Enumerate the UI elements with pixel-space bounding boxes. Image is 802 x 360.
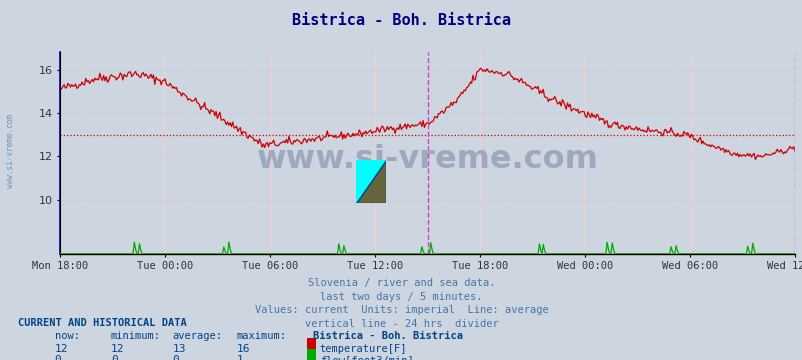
Text: 0: 0 xyxy=(172,355,179,360)
Text: last two days / 5 minutes.: last two days / 5 minutes. xyxy=(320,292,482,302)
Text: Bistrica - Boh. Bistrica: Bistrica - Boh. Bistrica xyxy=(313,331,463,341)
Text: www.si-vreme.com: www.si-vreme.com xyxy=(257,144,597,175)
Text: www.si-vreme.com: www.si-vreme.com xyxy=(6,114,15,188)
Text: Slovenia / river and sea data.: Slovenia / river and sea data. xyxy=(307,278,495,288)
Text: vertical line - 24 hrs  divider: vertical line - 24 hrs divider xyxy=(304,319,498,329)
Text: 12: 12 xyxy=(111,344,124,354)
Text: 0: 0 xyxy=(111,355,117,360)
Text: now:: now: xyxy=(55,331,79,341)
Polygon shape xyxy=(355,160,386,203)
Text: CURRENT AND HISTORICAL DATA: CURRENT AND HISTORICAL DATA xyxy=(18,318,186,328)
Text: 13: 13 xyxy=(172,344,186,354)
Text: flow[foot3/min]: flow[foot3/min] xyxy=(319,355,413,360)
Text: 12: 12 xyxy=(55,344,68,354)
Text: 1: 1 xyxy=(237,355,243,360)
Text: 16: 16 xyxy=(237,344,250,354)
Text: maximum:: maximum: xyxy=(237,331,286,341)
Text: Values: current  Units: imperial  Line: average: Values: current Units: imperial Line: av… xyxy=(254,305,548,315)
Text: temperature[F]: temperature[F] xyxy=(319,344,407,354)
Text: average:: average: xyxy=(172,331,222,341)
Polygon shape xyxy=(355,160,386,203)
Text: minimum:: minimum: xyxy=(111,331,160,341)
Text: Bistrica - Boh. Bistrica: Bistrica - Boh. Bistrica xyxy=(292,13,510,28)
Polygon shape xyxy=(355,160,386,203)
Text: 0: 0 xyxy=(55,355,61,360)
